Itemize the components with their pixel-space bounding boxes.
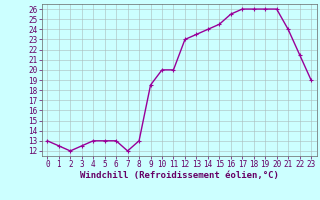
X-axis label: Windchill (Refroidissement éolien,°C): Windchill (Refroidissement éolien,°C)	[80, 171, 279, 180]
